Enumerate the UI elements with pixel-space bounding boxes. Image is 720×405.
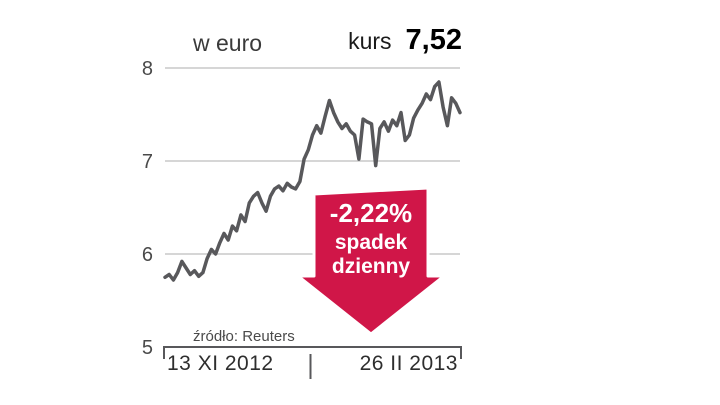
x-axis-end-label: 26 II 2013 [359, 352, 458, 375]
price-value: 7,52 [405, 24, 462, 56]
daily-change-annotation: -2,22% spadek dzienny [298, 186, 444, 336]
daily-change-word-2: dzienny [331, 255, 411, 278]
x-axis-start-label: 13 XI 2012 [167, 352, 274, 375]
down-arrow-icon [298, 186, 444, 336]
decline-arrow-shape [298, 186, 444, 336]
source-label: źródło: Reuters [193, 328, 295, 345]
chart-unit-label: w euro [193, 30, 263, 56]
y-tick-label: 7 [142, 151, 153, 173]
price-label: kurs [348, 28, 392, 54]
current-price: kurs 7,52 [348, 24, 462, 57]
daily-change-percent: -2,22% [329, 198, 413, 228]
y-tick-label: 8 [142, 58, 153, 80]
y-tick-label: 6 [142, 244, 153, 266]
daily-change-word-1: spadek [334, 231, 408, 254]
y-tick-label: 5 [142, 337, 153, 359]
